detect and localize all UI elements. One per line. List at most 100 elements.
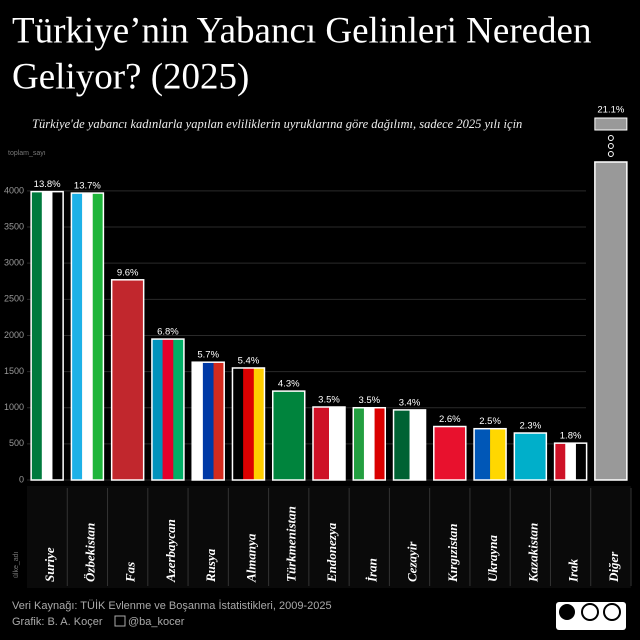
x-tick-label: İran <box>364 558 379 583</box>
x-tick-label: Fas <box>123 562 138 583</box>
flag-stripe <box>374 407 386 480</box>
flag-stripe <box>92 193 104 480</box>
flag-stripe <box>353 407 365 480</box>
x-tick-label: Endonezya <box>324 522 339 583</box>
bar <box>392 409 427 481</box>
bar-group <box>513 432 548 481</box>
subtitle: Türkiye'de yabancı kadınlarla yapılan ev… <box>32 117 522 131</box>
title-line: Türkiye’nin Yabancı Gelinleri Nereden <box>12 10 591 51</box>
flag-stripe <box>433 426 467 480</box>
flag-stripe <box>363 407 375 480</box>
source: Veri Kaynağı: TÜİK Evlenme ve Boşanma İs… <box>12 599 332 612</box>
flag-stripe <box>313 407 330 480</box>
y-tick-label: 2500 <box>4 294 24 304</box>
bar-group <box>473 427 507 481</box>
value-label: 9.6% <box>117 267 139 278</box>
flag-stripe <box>565 443 577 480</box>
bar <box>70 192 105 481</box>
flag-stripe <box>31 191 43 480</box>
x-axis-label: ülke_adı <box>13 551 20 578</box>
value-label: 5.7% <box>197 350 219 361</box>
bar <box>110 279 145 481</box>
bar <box>312 406 346 481</box>
bar <box>473 427 507 481</box>
flag-stripe <box>71 193 83 480</box>
flag-stripe <box>594 162 628 480</box>
bar <box>553 442 588 481</box>
flag-stripe <box>41 191 53 480</box>
x-icon <box>114 615 126 627</box>
bar-group <box>433 425 467 481</box>
bar-group <box>271 390 306 481</box>
flag-stripe <box>151 339 163 480</box>
axis-break <box>607 135 614 141</box>
value-label: 5.4% <box>238 355 260 366</box>
flag-stripe <box>409 409 426 480</box>
flag-stripe <box>111 279 144 480</box>
value-label: 2.3% <box>520 421 542 432</box>
bar <box>594 161 628 481</box>
bar-group <box>553 442 588 481</box>
flag-stripe <box>202 362 214 480</box>
flag-stripe <box>213 362 225 480</box>
x-tick-label: Azerbaycan <box>163 519 178 583</box>
x-tick-label: Rusya <box>203 548 218 583</box>
handle: @ba_kocer <box>128 616 185 628</box>
bar-overflow <box>594 117 628 131</box>
flag-stripe <box>554 443 566 480</box>
bar <box>513 432 548 481</box>
value-label: 3.5% <box>318 395 340 406</box>
y-tick-label: 3500 <box>4 221 24 231</box>
bar-group <box>70 192 105 481</box>
flag-stripe <box>490 428 507 480</box>
bar <box>231 367 266 481</box>
x-tick-label: Cezayir <box>405 541 420 582</box>
flag-stripe <box>474 428 491 480</box>
value-label: 4.3% <box>278 379 300 390</box>
value-label: 13.7% <box>74 181 101 192</box>
title-line: Geliyor? (2025) <box>12 56 249 97</box>
flag-stripe <box>575 443 587 480</box>
label-band <box>27 486 631 588</box>
bar-group <box>352 406 387 481</box>
value-label: 2.6% <box>439 414 461 425</box>
y-tick-label: 2000 <box>4 330 24 340</box>
bar <box>352 406 387 481</box>
flag-stripe <box>52 191 64 480</box>
axis-break <box>607 151 614 157</box>
bar <box>191 361 225 481</box>
y-axis-label: toplam_sayı <box>8 150 46 157</box>
bar-group <box>231 367 266 481</box>
flag-stripe <box>393 409 410 480</box>
bar-group <box>30 190 64 481</box>
x-tick-label: Kazakistan <box>525 523 540 583</box>
x-tick-label: Irak <box>566 558 581 583</box>
license <box>556 602 626 630</box>
bar <box>271 390 306 481</box>
y-tick-label: 500 <box>9 438 24 448</box>
value-label: 1.8% <box>560 431 582 442</box>
bar-group <box>151 338 185 481</box>
bar <box>433 425 467 481</box>
value-label: 3.4% <box>399 397 421 408</box>
flag-stripe <box>82 193 94 480</box>
x-tick-label: Diğer <box>606 551 621 583</box>
flag-stripe <box>272 391 306 480</box>
y-tick-label: 1000 <box>4 402 24 412</box>
axis-break <box>607 143 614 149</box>
flag-stripe <box>192 362 204 480</box>
flag-stripe <box>329 407 346 480</box>
flag-stripe <box>232 367 244 480</box>
value-label: 3.5% <box>358 395 380 406</box>
value-label: 6.8% <box>157 327 179 338</box>
bar-group <box>594 117 628 481</box>
x-tick-label: Türkmenistan <box>284 506 299 582</box>
bar-group <box>392 409 427 481</box>
x-tick-label: Almanya <box>243 533 258 583</box>
y-tick-label: 1500 <box>4 366 24 376</box>
y-tick-label: 3000 <box>4 258 24 268</box>
y-tick-label: 4000 <box>4 185 24 195</box>
bar <box>30 190 64 481</box>
bar <box>151 338 185 481</box>
